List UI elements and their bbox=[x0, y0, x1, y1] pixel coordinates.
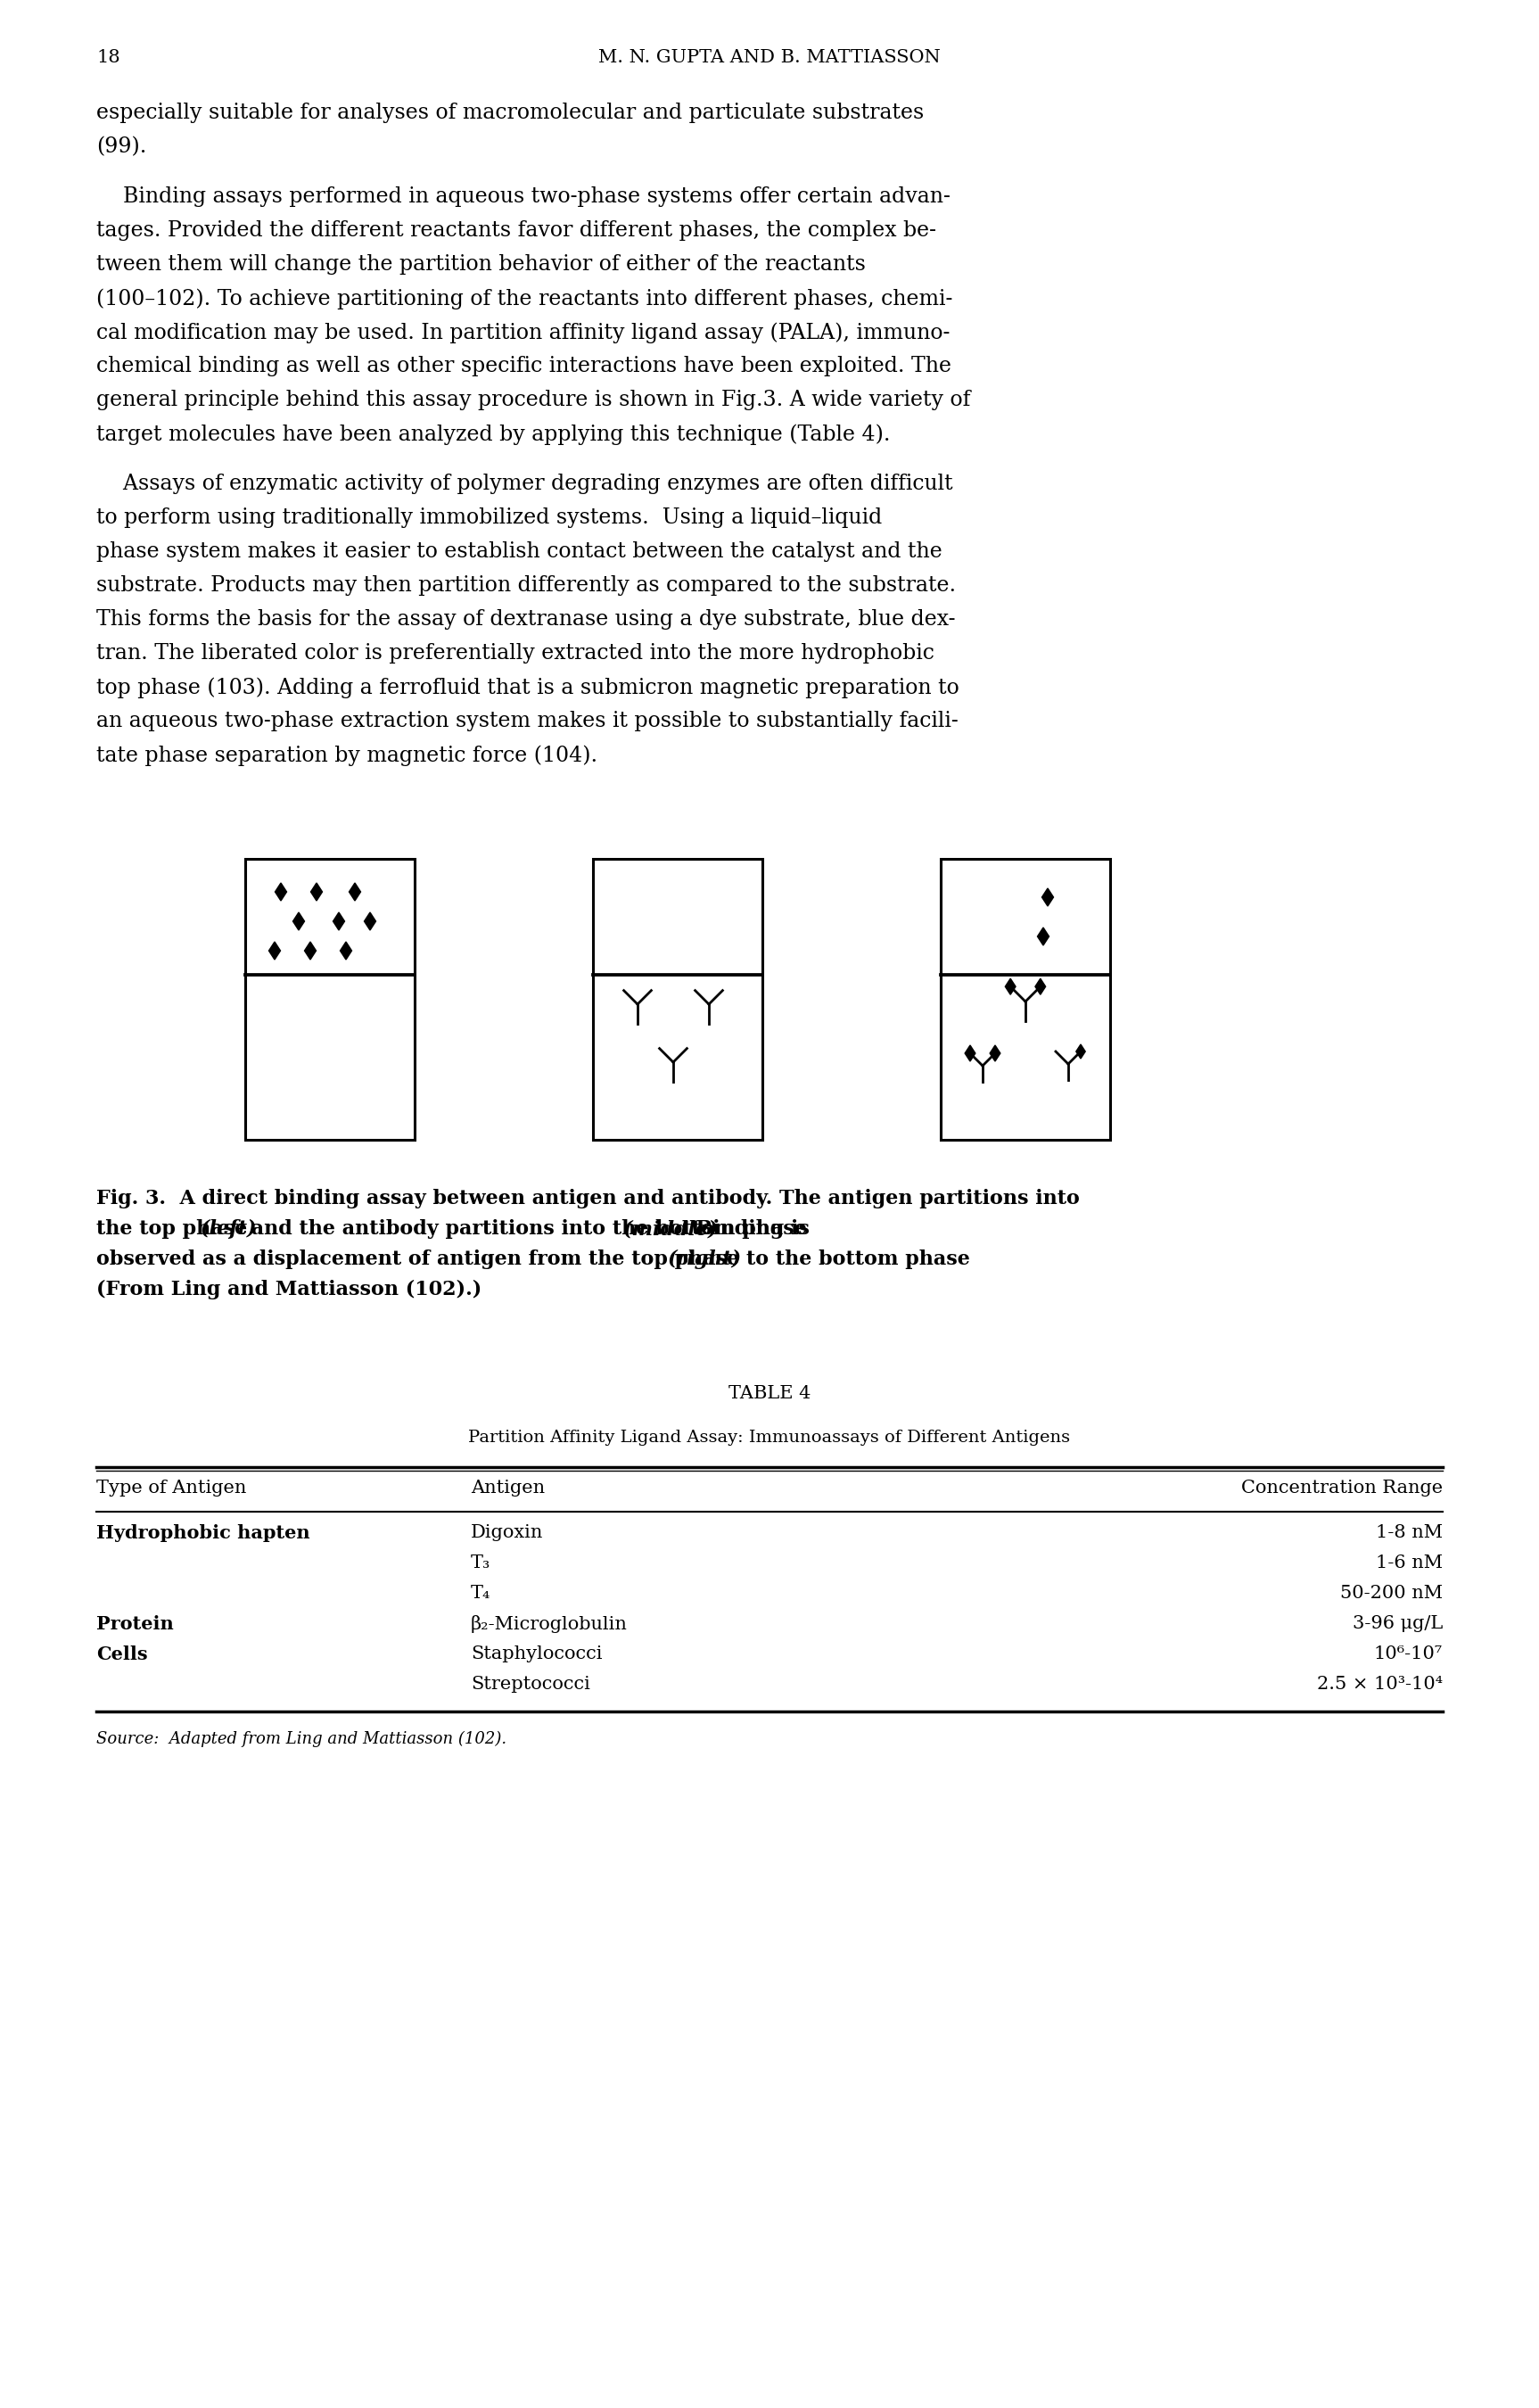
Text: Digoxin: Digoxin bbox=[471, 1524, 543, 1541]
Text: 1-6 nM: 1-6 nM bbox=[1376, 1556, 1442, 1572]
Text: (99).: (99). bbox=[97, 137, 146, 157]
Text: M. N. GUPTA AND B. MATTIASSON: M. N. GUPTA AND B. MATTIASSON bbox=[599, 48, 940, 65]
Text: (right): (right) bbox=[668, 1250, 742, 1269]
Text: tate phase separation by magnetic force (104).: tate phase separation by magnetic force … bbox=[97, 744, 597, 766]
Text: phase system makes it easier to establish contact between the catalyst and the: phase system makes it easier to establis… bbox=[97, 542, 942, 561]
Text: an aqueous two-phase extraction system makes it possible to substantially facili: an aqueous two-phase extraction system m… bbox=[97, 710, 959, 732]
Text: . Binding is: . Binding is bbox=[682, 1218, 810, 1238]
Polygon shape bbox=[990, 1045, 1000, 1062]
Text: and the antibody partitions into the bottom phase: and the antibody partitions into the bot… bbox=[245, 1218, 814, 1238]
Polygon shape bbox=[275, 884, 286, 901]
Polygon shape bbox=[305, 942, 315, 961]
Text: 50-200 nM: 50-200 nM bbox=[1340, 1584, 1442, 1601]
Text: general principle behind this assay procedure is shown in Fig.3. A wide variety : general principle behind this assay proc… bbox=[97, 390, 971, 409]
Polygon shape bbox=[965, 1045, 976, 1062]
Text: to perform using traditionally immobilized systems.  Using a liquid–liquid: to perform using traditionally immobiliz… bbox=[97, 508, 882, 527]
Polygon shape bbox=[340, 942, 352, 961]
Text: Hydrophobic hapten: Hydrophobic hapten bbox=[97, 1524, 309, 1541]
Text: tween them will change the partition behavior of either of the reactants: tween them will change the partition beh… bbox=[97, 255, 865, 275]
Text: substrate. Products may then partition differently as compared to the substrate.: substrate. Products may then partition d… bbox=[97, 576, 956, 595]
Text: target molecules have been analyzed by applying this technique (Table 4).: target molecules have been analyzed by a… bbox=[97, 424, 891, 445]
Polygon shape bbox=[269, 942, 280, 961]
Text: (middle): (middle) bbox=[623, 1218, 719, 1238]
Text: 3-96 μg/L: 3-96 μg/L bbox=[1353, 1616, 1442, 1633]
Polygon shape bbox=[292, 913, 305, 929]
Text: 1-8 nM: 1-8 nM bbox=[1376, 1524, 1442, 1541]
Polygon shape bbox=[1036, 978, 1045, 995]
Text: the top phase: the top phase bbox=[97, 1218, 254, 1238]
Text: TABLE 4: TABLE 4 bbox=[728, 1385, 811, 1401]
Polygon shape bbox=[1076, 1045, 1085, 1060]
Text: top phase (103). Adding a ferrofluid that is a submicron magnetic preparation to: top phase (103). Adding a ferrofluid tha… bbox=[97, 677, 959, 698]
Text: Streptococci: Streptococci bbox=[471, 1676, 589, 1693]
Text: cal modification may be used. In partition affinity ligand assay (PALA), immuno-: cal modification may be used. In partiti… bbox=[97, 323, 950, 342]
Text: observed as a displacement of antigen from the top phase to the bottom phase: observed as a displacement of antigen fr… bbox=[97, 1250, 977, 1269]
Text: especially suitable for analyses of macromolecular and particulate substrates: especially suitable for analyses of macr… bbox=[97, 104, 923, 123]
Text: Binding assays performed in aqueous two-phase systems offer certain advan-: Binding assays performed in aqueous two-… bbox=[97, 185, 951, 207]
Text: T₃: T₃ bbox=[471, 1556, 491, 1572]
Text: T₄: T₄ bbox=[471, 1584, 491, 1601]
Text: Protein: Protein bbox=[97, 1616, 174, 1633]
Text: (100–102). To achieve partitioning of the reactants into different phases, chemi: (100–102). To achieve partitioning of th… bbox=[97, 289, 953, 308]
Polygon shape bbox=[349, 884, 360, 901]
Text: chemical binding as well as other specific interactions have been exploited. The: chemical binding as well as other specif… bbox=[97, 356, 951, 376]
Text: (From Ling and Mattiasson (102).): (From Ling and Mattiasson (102).) bbox=[97, 1279, 482, 1300]
Text: Fig. 3.  A direct binding assay between antigen and antibody. The antigen partit: Fig. 3. A direct binding assay between a… bbox=[97, 1190, 1080, 1209]
Text: Staphylococci: Staphylococci bbox=[471, 1645, 602, 1662]
Text: 2.5 × 10³-10⁴: 2.5 × 10³-10⁴ bbox=[1317, 1676, 1442, 1693]
Polygon shape bbox=[1042, 889, 1054, 905]
Text: 18: 18 bbox=[97, 48, 120, 65]
Text: Cells: Cells bbox=[97, 1645, 148, 1664]
Text: 10⁶-10⁷: 10⁶-10⁷ bbox=[1374, 1645, 1442, 1662]
Text: Partition Affinity Ligand Assay: Immunoassays of Different Antigens: Partition Affinity Ligand Assay: Immunoa… bbox=[468, 1430, 1071, 1445]
Polygon shape bbox=[1005, 978, 1016, 995]
Text: (left): (left) bbox=[200, 1218, 257, 1238]
Polygon shape bbox=[332, 913, 345, 929]
Text: Antigen: Antigen bbox=[471, 1479, 545, 1495]
Text: Concentration Range: Concentration Range bbox=[1240, 1479, 1442, 1495]
Text: β₂-Microglobulin: β₂-Microglobulin bbox=[471, 1616, 628, 1633]
Text: Source:  Adapted from Ling and Mattiasson (102).: Source: Adapted from Ling and Mattiasson… bbox=[97, 1731, 506, 1748]
Polygon shape bbox=[365, 913, 376, 929]
Text: Assays of enzymatic activity of polymer degrading enzymes are often difficult: Assays of enzymatic activity of polymer … bbox=[97, 474, 953, 494]
Text: Type of Antigen: Type of Antigen bbox=[97, 1479, 246, 1495]
Text: This forms the basis for the assay of dextranase using a dye substrate, blue dex: This forms the basis for the assay of de… bbox=[97, 609, 956, 628]
Polygon shape bbox=[311, 884, 322, 901]
Text: tran. The liberated color is preferentially extracted into the more hydrophobic: tran. The liberated color is preferentia… bbox=[97, 643, 934, 665]
Text: tages. Provided the different reactants favor different phases, the complex be-: tages. Provided the different reactants … bbox=[97, 219, 936, 241]
Polygon shape bbox=[1037, 927, 1050, 946]
